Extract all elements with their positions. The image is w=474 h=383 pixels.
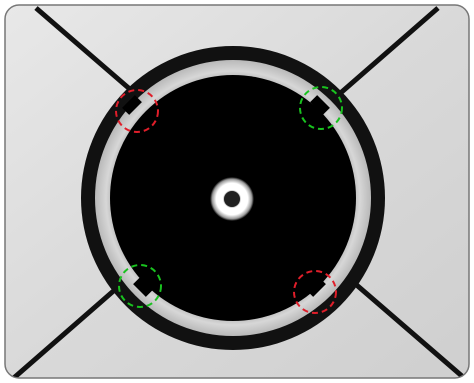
center-hole bbox=[224, 191, 240, 207]
notch-bottom-left bbox=[133, 277, 153, 297]
notch-top-right bbox=[310, 95, 330, 115]
notch-top-left bbox=[122, 95, 142, 115]
fail-marker-bottom-right bbox=[293, 270, 337, 314]
pass-marker-top-right bbox=[299, 86, 343, 130]
notch-bottom-right bbox=[306, 277, 326, 297]
pass-marker-bottom-left bbox=[118, 264, 162, 308]
fail-marker-top-left bbox=[115, 89, 159, 133]
image-border bbox=[4, 4, 470, 379]
